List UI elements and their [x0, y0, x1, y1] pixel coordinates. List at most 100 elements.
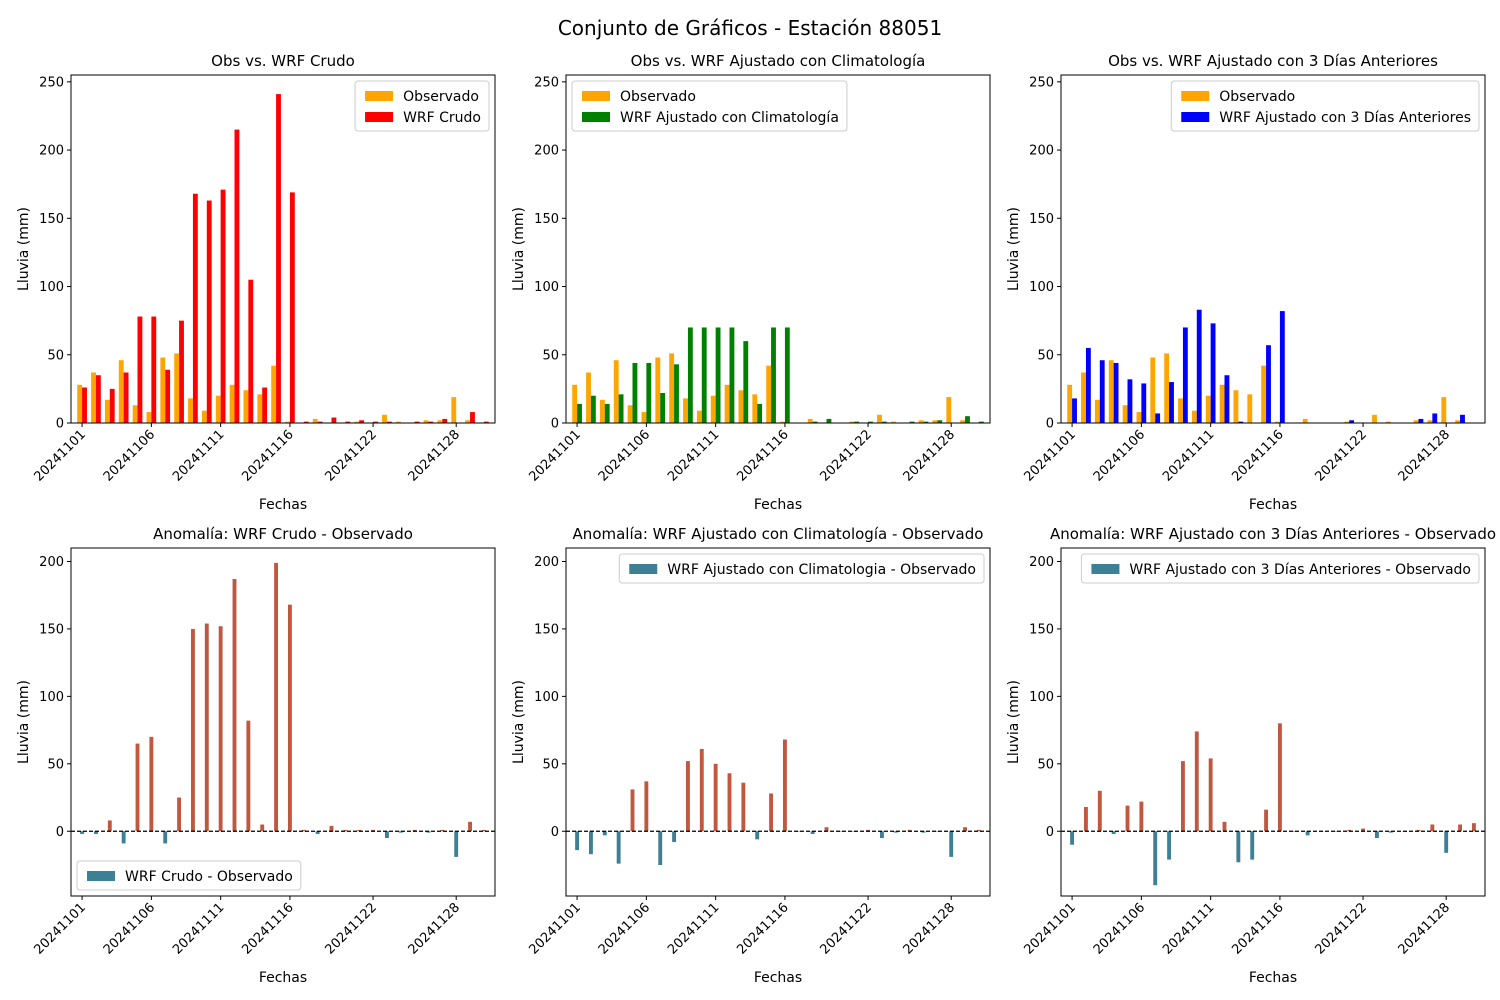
anomaly-bar	[1416, 829, 1421, 832]
bar-observado	[1081, 372, 1086, 423]
bar-observado	[312, 418, 318, 423]
anomaly-bar	[1139, 801, 1144, 832]
legend-label: Observado	[403, 89, 479, 105]
x-tick-label: 20241116	[1229, 427, 1286, 484]
bar-wrf-ajustado-con-climatolog-a	[604, 403, 610, 423]
y-tick-label: 250	[1029, 75, 1054, 90]
bar-observado	[77, 384, 83, 423]
bar-observado	[1344, 421, 1350, 423]
bar-observado	[918, 420, 924, 423]
y-tick-label: 100	[39, 280, 64, 295]
anomaly-bar	[481, 829, 486, 832]
bar-observado	[423, 420, 429, 423]
chart-panel-6: Anomalía: WRF Ajustado con 3 Días Anteri…	[1006, 525, 1496, 986]
y-tick-label: 150	[534, 622, 559, 637]
anomaly-bar	[1167, 831, 1172, 860]
anomaly-bar	[921, 831, 926, 833]
bar-wrf-ajustado-con-3-d-as-anteriores	[1418, 418, 1424, 423]
bar-observado	[1385, 421, 1391, 423]
chart-panel-2: Obs vs. WRF Ajustado con Climatología 0 50…	[511, 52, 991, 513]
bar-observado	[91, 372, 96, 423]
bar-observado	[1427, 420, 1433, 423]
bar-wrf-ajustado-con-3-d-as-anteriores	[1460, 414, 1465, 423]
bar-observado	[465, 420, 471, 423]
anomaly-bar	[838, 831, 843, 832]
bar-observado	[160, 357, 166, 423]
y-tick-label: 0	[551, 825, 559, 840]
bar-wrf-crudo	[165, 369, 171, 423]
legend-label: WRF Ajustado con Climatologia - Observad…	[667, 562, 976, 578]
y-axis-label: Lluvia (mm)	[1006, 207, 1022, 291]
bar-wrf-ajustado-con-3-d-as-anteriores	[1085, 347, 1091, 423]
x-tick-label: 20241128	[1396, 427, 1453, 484]
bar-wrf-ajustado-con-climatolog-a	[618, 394, 624, 423]
axes-frame	[70, 547, 496, 897]
bar-observado	[710, 395, 716, 423]
bar-observado	[1205, 395, 1211, 423]
anomaly-bar	[1084, 806, 1088, 832]
anomaly-bar	[1444, 831, 1449, 853]
y-axis-label: Lluvia (mm)	[16, 680, 32, 764]
bar-observado	[960, 420, 966, 423]
bar-observado	[104, 399, 110, 423]
bar-wrf-ajustado-con-3-d-as-anteriores	[1210, 323, 1216, 423]
y-tick-label: 0	[1046, 417, 1054, 432]
bar-observado	[572, 384, 578, 423]
y-tick-label: 200	[1029, 144, 1054, 159]
anomaly-bar	[741, 782, 746, 832]
bar-wrf-ajustado-con-climatolog-a	[881, 421, 887, 423]
bar-observado	[890, 421, 896, 423]
anomaly-bar	[315, 831, 320, 834]
anomaly-bar	[260, 824, 265, 832]
legend: Observado WRF Crudo	[354, 80, 490, 132]
bar-wrf-ajustado-con-climatolog-a	[674, 364, 679, 423]
panel-title: Obs vs. WRF Ajustado con Climatología	[631, 52, 926, 70]
legend-label: WRF Ajustado con Climatología	[620, 110, 839, 126]
anomaly-bar	[1305, 831, 1310, 836]
bar-wrf-ajustado-con-climatolog-a	[909, 421, 915, 423]
x-tick-label: 20241116	[734, 900, 791, 957]
y-axis-label: Lluvia (mm)	[1006, 680, 1022, 764]
y-tick-label: 0	[56, 825, 64, 840]
bar-observado	[627, 405, 633, 423]
bar-observado	[1178, 398, 1183, 423]
y-tick-label: 150	[1029, 212, 1054, 227]
bar-wrf-ajustado-con-climatolog-a	[743, 341, 749, 423]
chart-panel-4: Anomalía: WRF Crudo - Observado 0 50 100 150…	[16, 525, 496, 986]
bar-wrf-crudo	[386, 421, 392, 423]
y-tick-label: 50	[1037, 348, 1054, 363]
axes-frame	[70, 74, 496, 424]
bar-wrf-crudo	[234, 129, 240, 423]
anomaly-bar	[769, 793, 774, 832]
legend: WRF Ajustado con Climatologia - Observad…	[618, 553, 985, 584]
bar-wrf-ajustado-con-3-d-as-anteriores	[1196, 309, 1202, 423]
x-tick-label: 20241101	[527, 427, 584, 484]
bar-observado	[1094, 399, 1100, 423]
anomaly-bar	[287, 604, 292, 832]
bar-wrf-ajustado-con-climatolog-a	[632, 362, 638, 423]
x-tick-label: 20241106	[1091, 427, 1148, 484]
bar-wrf-crudo	[483, 421, 489, 423]
bar-observado	[932, 420, 938, 423]
bar-observado	[586, 372, 591, 423]
axes-frame	[1060, 74, 1486, 424]
bar-wrf-crudo	[206, 200, 212, 423]
legend-label: Observado	[620, 89, 696, 105]
legend: WRF Ajustado con 3 Días Anteriores - Obs…	[1080, 553, 1480, 584]
bar-observado	[174, 353, 180, 423]
anomaly-bar	[329, 825, 334, 832]
anomaly-bar	[468, 821, 472, 832]
bar-wrf-crudo	[317, 421, 323, 423]
bar-observado	[146, 412, 152, 423]
anomaly-bar	[94, 831, 98, 834]
anomaly-bar	[1097, 790, 1102, 832]
bar-wrf-ajustado-con-climatolog-a	[784, 327, 790, 423]
anomaly-bar	[658, 831, 663, 865]
bar-observado	[1164, 353, 1170, 423]
y-tick-label: 200	[1029, 555, 1054, 570]
bar-wrf-crudo	[123, 372, 129, 423]
legend-label: WRF Crudo	[403, 110, 481, 126]
y-tick-label: 150	[534, 212, 559, 227]
bar-observado	[188, 398, 193, 423]
